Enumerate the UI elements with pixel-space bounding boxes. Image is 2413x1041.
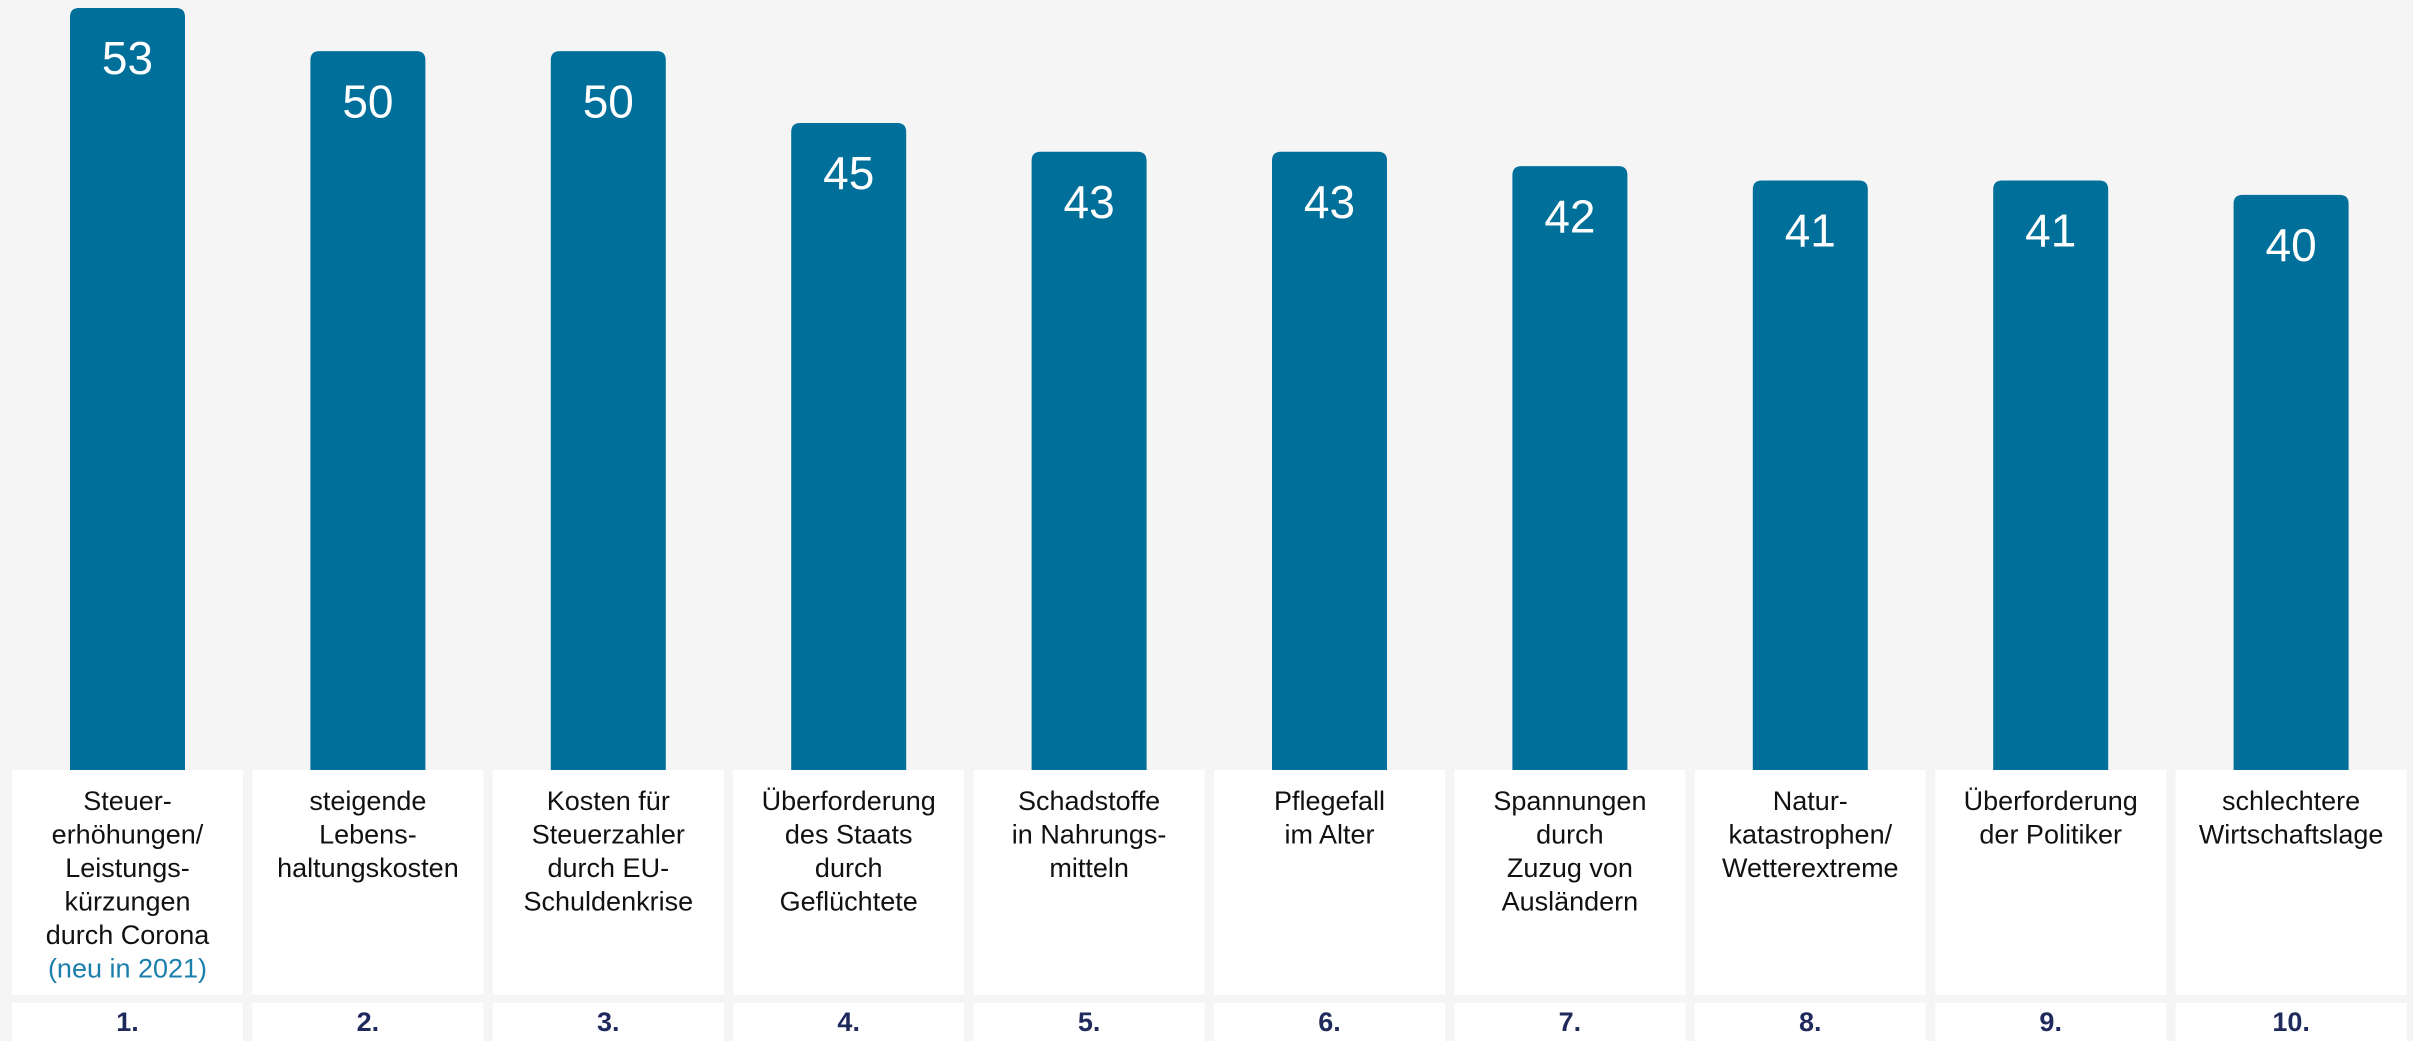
category-label: im Alter (1284, 820, 1374, 850)
category-label: Wetterextreme (1722, 853, 1899, 883)
category-box (1214, 770, 1445, 995)
rank-label: 7. (1559, 1007, 1582, 1037)
bar (2233, 194, 2349, 771)
category-label: Leistungs- (65, 853, 190, 883)
rank-box (252, 1003, 484, 1041)
category-label: Natur- (1773, 786, 1848, 816)
value-label: 40 (2266, 219, 2317, 271)
category-label: durch EU- (548, 853, 670, 883)
bar (70, 8, 185, 770)
category-label: durch (815, 853, 883, 883)
rank-label: 8. (1799, 1007, 1822, 1037)
category-label: Steuer- (83, 786, 172, 816)
value-label: 43 (1304, 176, 1355, 228)
category-label: durch (1536, 820, 1604, 850)
value-label: 45 (823, 147, 874, 199)
value-label: 53 (102, 32, 153, 84)
rank-box (492, 1003, 724, 1041)
bar (1031, 151, 1147, 771)
rank-box (1454, 1003, 1686, 1041)
category-label: Kosten für (547, 786, 670, 816)
category-label: mitteln (1049, 853, 1129, 883)
category-label: Pflegefall (1274, 786, 1385, 816)
category-label: der Politiker (1979, 820, 2122, 850)
rank-box (1694, 1003, 1926, 1041)
category-box (973, 770, 1205, 995)
category-box (252, 770, 484, 995)
rank-label: 10. (2272, 1007, 2310, 1037)
value-label: 41 (1785, 205, 1836, 257)
value-label: 43 (1064, 176, 1115, 228)
bar (550, 51, 666, 770)
category-box (733, 770, 965, 995)
category-label: erhöhungen/ (52, 820, 204, 850)
category-box (492, 770, 724, 995)
category-label: Lebens- (319, 820, 417, 850)
category-label: Ausländern (1502, 887, 1639, 917)
rank-box (2175, 1003, 2407, 1041)
rank-label: 1. (116, 1007, 139, 1037)
category-label: Schuldenkrise (524, 887, 694, 917)
bar (1752, 180, 1868, 770)
rank-box (12, 1003, 243, 1041)
category-box (1694, 770, 1926, 995)
category-label: Spannungen (1493, 786, 1646, 816)
value-label: 50 (583, 75, 634, 127)
annotation: (neu in 2021) (48, 954, 207, 984)
rank-box (1214, 1003, 1445, 1041)
category-label: Überforderung (762, 786, 936, 816)
rank-box (1935, 1003, 2167, 1041)
category-label: des Staats (785, 820, 913, 850)
rank-label: 3. (597, 1007, 620, 1037)
value-label: 41 (2025, 205, 2076, 257)
rank-box (733, 1003, 965, 1041)
rank-label: 2. (357, 1007, 380, 1037)
rank-label: 4. (837, 1007, 860, 1037)
category-box (2175, 770, 2407, 995)
category-box (1935, 770, 2167, 995)
category-label: schlechtere (2222, 786, 2360, 816)
category-label: steigende (309, 786, 426, 816)
bar (1993, 180, 2109, 770)
rank-label: 9. (2039, 1007, 2062, 1037)
category-label: Steuerzahler (532, 820, 685, 850)
category-label: in Nahrungs- (1012, 820, 1167, 850)
rank-label: 5. (1078, 1007, 1101, 1037)
category-label: kürzungen (64, 887, 190, 917)
category-label: katastrophen/ (1728, 820, 1892, 850)
category-label: haltungskosten (277, 853, 459, 883)
rank-label: 6. (1318, 1007, 1341, 1037)
category-label: Zuzug von (1507, 853, 1633, 883)
bar (1272, 151, 1387, 771)
category-label: Schadstoffe (1018, 786, 1160, 816)
category-label: Geflüchtete (780, 887, 918, 917)
value-label: 42 (1544, 190, 1595, 242)
category-box (1454, 770, 1686, 995)
category-label: Überforderung (1964, 786, 2138, 816)
category-label: durch Corona (46, 920, 211, 950)
bar (310, 51, 426, 770)
category-label: Wirtschaftslage (2199, 820, 2384, 850)
rank-box (973, 1003, 1205, 1041)
category-box (12, 770, 243, 995)
bar (1512, 166, 1628, 770)
value-label: 50 (342, 75, 393, 127)
bar (791, 123, 907, 771)
